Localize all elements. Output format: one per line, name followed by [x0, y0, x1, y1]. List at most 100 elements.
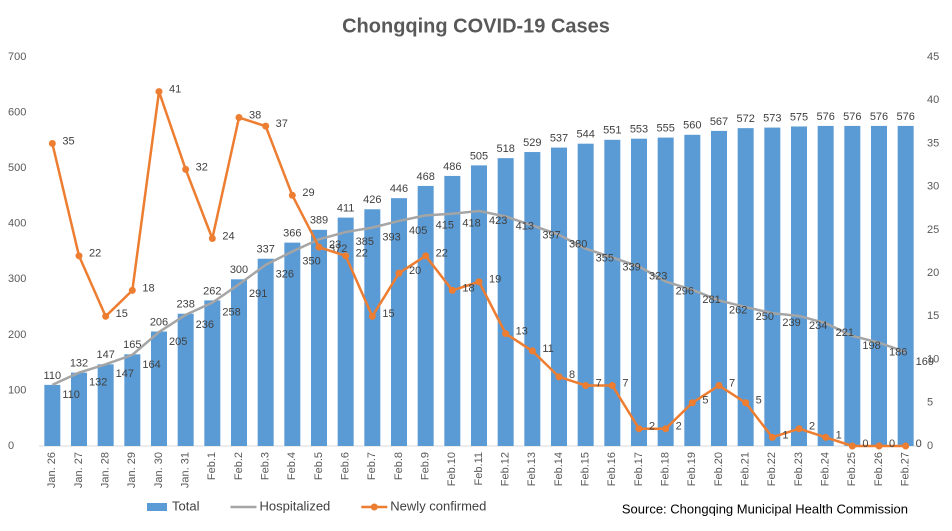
- bar-label: 337: [256, 244, 274, 256]
- point: [235, 114, 243, 122]
- x-tick-label: Feb.1: [206, 452, 218, 480]
- chart-title: Chongqing COVID-19 Cases: [342, 15, 610, 37]
- line-label: 262: [729, 304, 747, 316]
- point: [182, 165, 190, 173]
- line-label: 385: [356, 236, 374, 248]
- legend-swatch: [147, 503, 167, 511]
- point: [102, 312, 110, 320]
- bar-label: 132: [70, 358, 88, 370]
- point: [422, 252, 430, 260]
- bar-label: 555: [656, 122, 674, 134]
- point: [448, 286, 456, 294]
- line-label: 350: [302, 255, 320, 267]
- line-label: 418: [462, 218, 480, 230]
- bar: [791, 126, 807, 446]
- bar-label: 446: [390, 183, 408, 195]
- bar-label: 567: [710, 116, 728, 128]
- bar: [124, 354, 141, 446]
- bar-label: 165: [123, 339, 141, 351]
- x-tick-label: Feb.13: [526, 452, 538, 486]
- y2-tick-label: 35: [927, 137, 939, 149]
- line-label: 7: [622, 377, 628, 389]
- bar-label: 551: [603, 125, 621, 137]
- line-label: 186: [889, 347, 907, 359]
- line-label: 24: [222, 230, 234, 242]
- x-tick-label: Feb.16: [606, 452, 618, 486]
- bar: [231, 279, 247, 446]
- x-tick-label: Feb.5: [313, 452, 325, 480]
- point: [608, 381, 616, 389]
- bar: [577, 143, 594, 447]
- point: [262, 122, 270, 130]
- line-label: 397: [542, 229, 560, 241]
- bar: [44, 384, 61, 446]
- x-tick-label: Jan. 31: [180, 452, 192, 488]
- x-tick-label: Feb.27: [900, 452, 912, 486]
- bar-label: 110: [44, 370, 62, 382]
- x-tick-label: Jan. 30: [153, 452, 165, 488]
- x-tick-label: Feb.7: [366, 452, 378, 480]
- line-label: 2: [649, 421, 655, 433]
- bar: [764, 127, 781, 446]
- bar: [737, 128, 754, 447]
- bar-label: 411: [337, 203, 355, 215]
- line-label: 250: [756, 311, 774, 323]
- point: [155, 88, 163, 96]
- bar-label: 300: [230, 264, 248, 276]
- line-label: 5: [702, 395, 708, 407]
- point: [48, 139, 56, 147]
- point: [288, 191, 296, 199]
- line-label: 405: [409, 225, 427, 237]
- bar-label: 262: [203, 285, 221, 297]
- point: [315, 243, 323, 251]
- bar: [311, 229, 327, 446]
- bar: [97, 364, 114, 446]
- line-label: 20: [409, 265, 421, 277]
- legend-label: Total: [172, 498, 200, 513]
- line-label: 415: [436, 219, 454, 231]
- x-tick-label: Feb.2: [233, 452, 245, 480]
- source-note: Source: Chongqing Municipal Health Commi…: [622, 501, 908, 516]
- line-label: 32: [196, 161, 208, 173]
- line-label: 198: [862, 340, 880, 352]
- line-label: 110: [62, 389, 80, 401]
- bar: [364, 209, 381, 446]
- bar-label: 147: [96, 349, 114, 361]
- x-tick-label: Jan. 27: [73, 452, 85, 488]
- line-label: 19: [489, 274, 501, 286]
- line: [51, 209, 907, 387]
- bar: [817, 125, 834, 446]
- x-tick-label: Feb.4: [286, 452, 298, 480]
- x-tick-label: Feb.11: [473, 452, 485, 485]
- bar: [497, 158, 514, 446]
- line-label: 234: [809, 320, 827, 332]
- y2-tick-label: 20: [927, 267, 939, 279]
- bar-label: 576: [843, 111, 861, 123]
- bar: [284, 242, 301, 446]
- bar-label: 206: [150, 316, 168, 328]
- line-label: 393: [382, 232, 400, 244]
- line-label: 164: [142, 359, 160, 371]
- y-tick-label: 300: [8, 273, 26, 285]
- bar-label: 573: [763, 112, 781, 124]
- x-tick-label: Feb.12: [500, 452, 512, 486]
- line-label: 132: [89, 377, 107, 389]
- point: [502, 330, 510, 338]
- bar-label: 572: [736, 113, 754, 125]
- x-tick-label: Feb.3: [260, 452, 272, 480]
- line-label: 339: [622, 262, 640, 274]
- y2-tick-label: 0: [927, 440, 933, 452]
- bar: [417, 185, 434, 446]
- bar: [604, 139, 621, 446]
- point: [368, 312, 376, 320]
- line-label: 423: [489, 215, 507, 227]
- y2-tick-label: 30: [927, 181, 939, 193]
- bar: [897, 125, 914, 446]
- line-label: 205: [169, 336, 187, 348]
- line-label: 7: [596, 377, 602, 389]
- line-label: 18: [462, 282, 474, 294]
- line-label: 380: [569, 239, 587, 251]
- y2-tick-label: 5: [927, 397, 933, 409]
- y2-tick-label: 10: [927, 353, 939, 365]
- x-tick-label: Feb.8: [393, 452, 405, 480]
